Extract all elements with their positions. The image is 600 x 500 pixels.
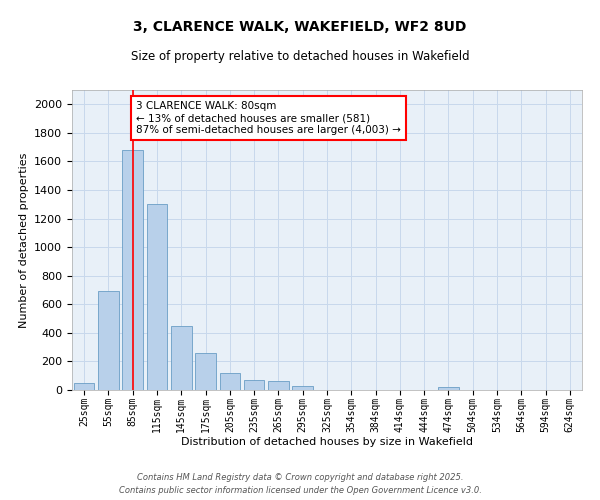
Bar bbox=[171, 326, 191, 390]
Bar bbox=[195, 353, 216, 390]
Text: Contains public sector information licensed under the Open Government Licence v3: Contains public sector information licen… bbox=[119, 486, 481, 495]
Bar bbox=[292, 386, 313, 390]
Text: 3 CLARENCE WALK: 80sqm
← 13% of detached houses are smaller (581)
87% of semi-de: 3 CLARENCE WALK: 80sqm ← 13% of detached… bbox=[136, 102, 401, 134]
Bar bbox=[220, 373, 240, 390]
Bar bbox=[122, 150, 143, 390]
Bar bbox=[74, 383, 94, 390]
Bar bbox=[98, 292, 119, 390]
Text: 3, CLARENCE WALK, WAKEFIELD, WF2 8UD: 3, CLARENCE WALK, WAKEFIELD, WF2 8UD bbox=[133, 20, 467, 34]
Text: Contains HM Land Registry data © Crown copyright and database right 2025.: Contains HM Land Registry data © Crown c… bbox=[137, 474, 463, 482]
Bar bbox=[146, 204, 167, 390]
Text: Size of property relative to detached houses in Wakefield: Size of property relative to detached ho… bbox=[131, 50, 469, 63]
Bar bbox=[438, 387, 459, 390]
Bar bbox=[268, 382, 289, 390]
Y-axis label: Number of detached properties: Number of detached properties bbox=[19, 152, 29, 328]
X-axis label: Distribution of detached houses by size in Wakefield: Distribution of detached houses by size … bbox=[181, 437, 473, 447]
Bar bbox=[244, 380, 265, 390]
